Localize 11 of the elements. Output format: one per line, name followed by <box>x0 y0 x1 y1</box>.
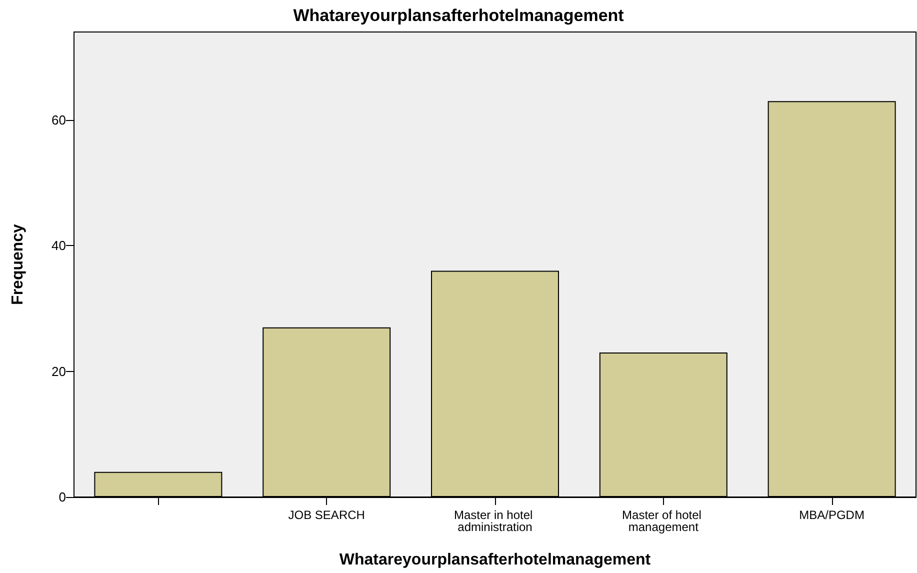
x-tick-label: Master in hotel administration <box>454 508 536 534</box>
x-tick-label: MBA/PGDM <box>799 508 864 522</box>
x-tick-label: JOB SEARCH <box>288 508 365 522</box>
y-tick-label: 60 <box>52 112 66 128</box>
x-axis-title: Whatareyourplansafterhotelmanagement <box>339 552 652 568</box>
chart-title: Whatareyourplansafterhotelmanagement <box>293 6 624 25</box>
y-tick-label: 40 <box>52 238 66 254</box>
y-axis-title: Frequency <box>10 224 26 305</box>
y-tick-label: 0 <box>58 490 66 504</box>
y-tick-label: 20 <box>52 364 66 379</box>
x-tick-label: Master of hotel management <box>622 508 705 534</box>
